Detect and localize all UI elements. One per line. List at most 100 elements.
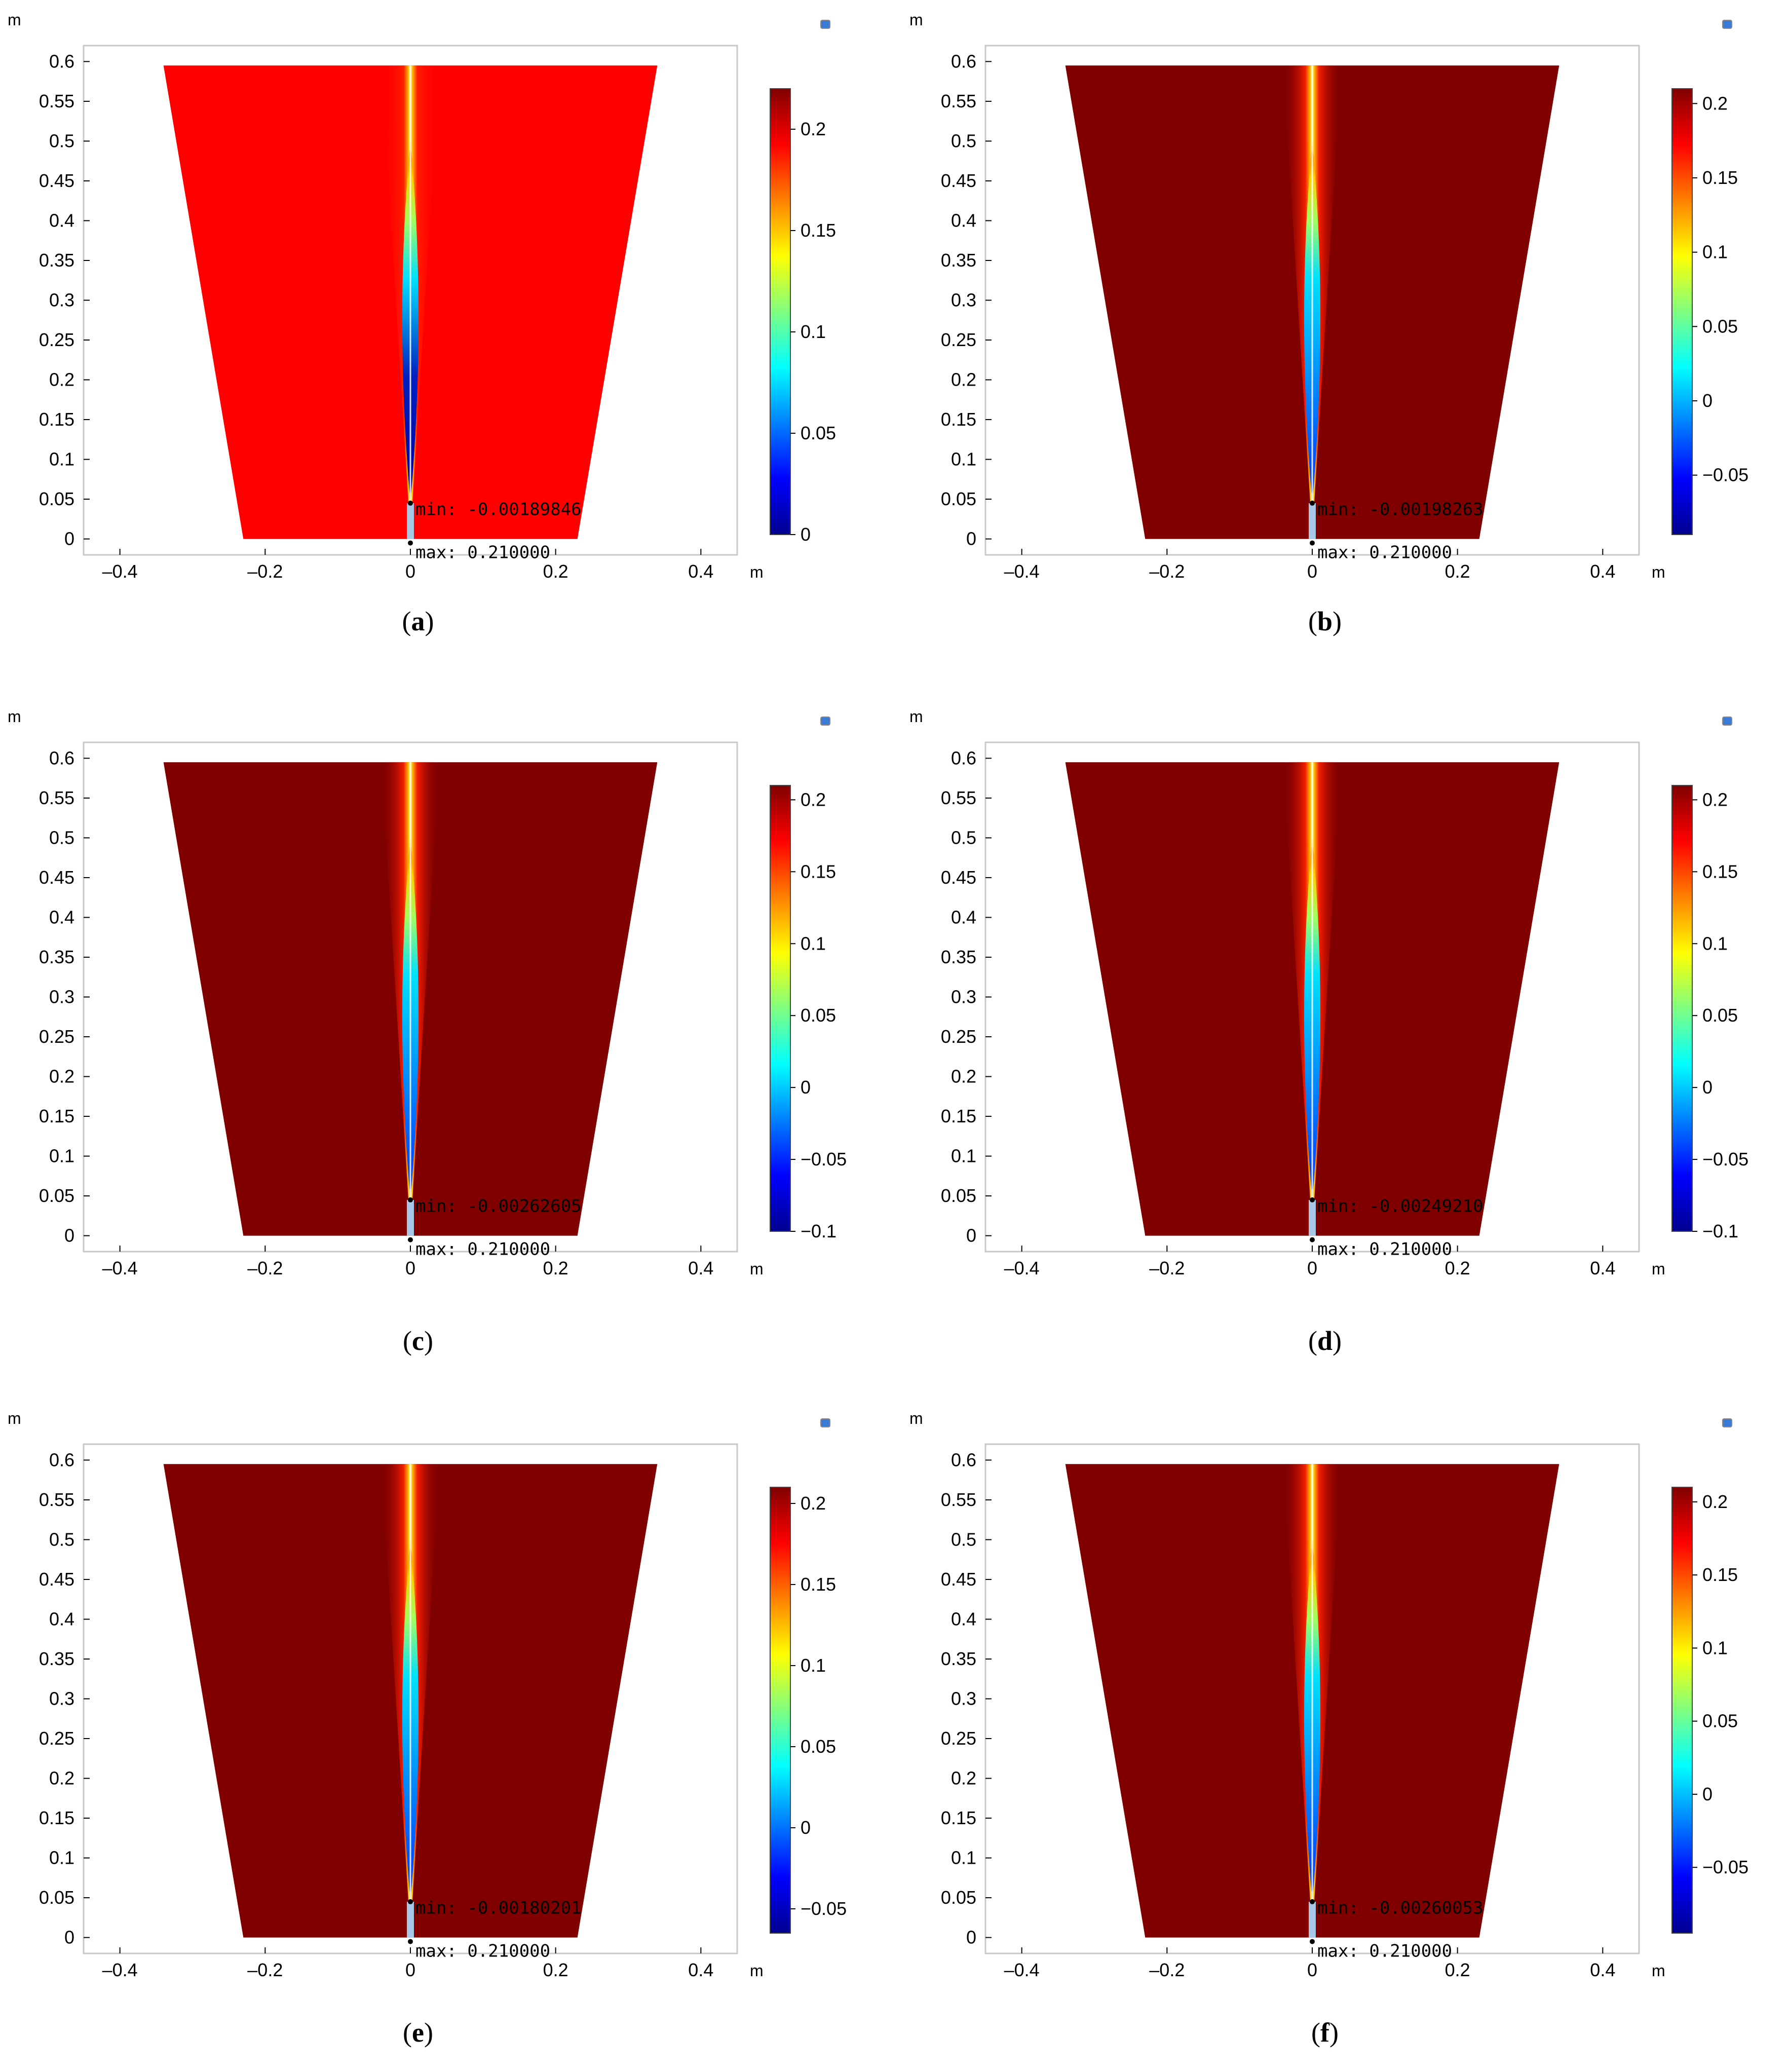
min-annotation: min: -0.00189846 xyxy=(415,499,582,519)
nozzle xyxy=(407,1199,414,1236)
caption-letter: c xyxy=(412,1326,424,1356)
y-tick-label: 0.25 xyxy=(39,1026,74,1047)
y-tick-label: 0.1 xyxy=(951,1848,976,1868)
colorbar xyxy=(1671,1487,1693,1934)
colorbar-tick-label: −0.1 xyxy=(801,1221,836,1241)
y-unit-label: m xyxy=(8,1409,21,1427)
colorbar-tick-label: −0.05 xyxy=(1702,1857,1748,1877)
window-icon[interactable] xyxy=(1722,20,1732,29)
y-tick-label: 0.6 xyxy=(951,747,976,768)
max-marker xyxy=(408,1237,413,1242)
colorbar-tick-label: −0.05 xyxy=(1702,1149,1748,1170)
colorbar-tick-label: 0 xyxy=(1702,390,1713,411)
y-tick-label: 0.5 xyxy=(951,130,976,151)
y-tick-label: 0 xyxy=(64,529,74,549)
y-tick-label: 0.1 xyxy=(951,1146,976,1166)
colorbar-tick-label: 0.1 xyxy=(1702,933,1728,954)
y-tick-label: 0.55 xyxy=(39,91,74,111)
x-tick-label: 0 xyxy=(405,1258,415,1278)
colorbar-tick-label: 0.05 xyxy=(801,1005,836,1026)
y-unit-label: m xyxy=(909,11,923,29)
y-tick-label: 0.35 xyxy=(941,947,976,967)
colorbar-tick-label: 0.15 xyxy=(801,220,836,241)
colorbar-tick-label: 0.1 xyxy=(801,933,826,954)
x-unit-label: m xyxy=(1652,563,1665,581)
y-tick-label: 0.05 xyxy=(941,488,976,509)
x-tick-label: –0.4 xyxy=(102,561,138,582)
y-tick-label: 0.55 xyxy=(941,787,976,808)
y-tick-label: 0.25 xyxy=(941,1026,976,1047)
colorbar-tick-label: −0.05 xyxy=(801,1898,847,1919)
y-tick-label: 0.4 xyxy=(49,1608,74,1629)
min-marker xyxy=(1310,500,1315,506)
window-icon[interactable] xyxy=(1722,717,1732,726)
panel-a: 0 0.05 0.1 0.15 0.2 0.25 0.3 0.35 0.4 0.45 0.5 0.55… xyxy=(8,11,836,582)
y-tick-label: 0.1 xyxy=(49,449,74,470)
max-annotation: max: 0.210000 xyxy=(415,543,550,563)
y-unit-label: m xyxy=(909,707,923,726)
y-tick-label: 0.3 xyxy=(49,1688,74,1709)
colorbar-tick-label: 0.2 xyxy=(801,119,826,139)
y-tick-label: 0.55 xyxy=(941,1489,976,1510)
colorbar-tick-label: 0 xyxy=(801,1077,811,1098)
panel-b: 0 0.05 0.1 0.15 0.2 0.25 0.3 0.35 0.4 0.45 0.5 0.55… xyxy=(909,11,1748,582)
x-tick-label: 0.4 xyxy=(688,561,713,582)
y-unit-label: m xyxy=(8,11,21,29)
caption-f: (f) xyxy=(1311,2017,1339,2048)
min-annotation: min: -0.00198263 xyxy=(1317,499,1483,519)
y-tick-label: 0.5 xyxy=(951,1529,976,1550)
x-unit-label: m xyxy=(1652,1260,1665,1278)
colorbar-tick-label: 0.05 xyxy=(801,423,836,443)
max-marker xyxy=(1310,1939,1315,1944)
window-icon[interactable] xyxy=(820,1418,830,1427)
max-annotation: max: 0.210000 xyxy=(415,1941,550,1962)
y-tick-label: 0 xyxy=(64,1927,74,1948)
panel-c: 0 0.05 0.1 0.15 0.2 0.25 0.3 0.35 0.4 0.45 0.5 0.55… xyxy=(8,707,847,1278)
y-tick-label: 0.25 xyxy=(39,1728,74,1749)
colorbar-tick-label: −0.1 xyxy=(1702,1221,1738,1241)
max-marker xyxy=(1310,540,1315,546)
y-tick-label: 0.35 xyxy=(39,250,74,271)
y-tick-label: 0.45 xyxy=(39,1569,74,1590)
y-tick-label: 0.6 xyxy=(49,51,74,71)
x-tick-label: 0.4 xyxy=(1590,561,1615,582)
colorbar-tick-label: 0.15 xyxy=(801,861,836,882)
x-unit-label: m xyxy=(750,563,764,581)
y-tick-label: 0.15 xyxy=(941,1106,976,1126)
max-marker xyxy=(1310,1237,1315,1242)
y-tick-label: 0.15 xyxy=(39,1807,74,1828)
x-tick-label: –0.4 xyxy=(1004,1258,1040,1278)
x-tick-label: 0.2 xyxy=(543,561,568,582)
caption-letter: b xyxy=(1317,606,1333,636)
window-icon[interactable] xyxy=(1722,1418,1732,1427)
x-tick-label: –0.2 xyxy=(247,561,283,582)
y-tick-label: 0.05 xyxy=(39,1185,74,1206)
x-tick-label: 0.4 xyxy=(688,1258,713,1278)
y-tick-label: 0.5 xyxy=(49,1529,74,1550)
colorbar-tick-label: 0 xyxy=(801,1817,811,1838)
y-tick-label: 0.55 xyxy=(941,91,976,111)
min-marker xyxy=(1310,1197,1315,1202)
colorbar-tick-label: 0.2 xyxy=(1702,93,1728,114)
colorbar-tick-label: 0.1 xyxy=(1702,1637,1728,1658)
caption-c: (c) xyxy=(403,1326,433,1356)
window-icon[interactable] xyxy=(820,20,830,29)
x-tick-label: 0.4 xyxy=(1590,1960,1615,1980)
y-tick-label: 0.2 xyxy=(951,369,976,390)
y-tick-label: 0.45 xyxy=(39,170,74,191)
colorbar xyxy=(770,785,791,1232)
y-tick-label: 0.2 xyxy=(49,369,74,390)
x-tick-label: –0.4 xyxy=(102,1258,138,1278)
colorbar-tick-label: 0.1 xyxy=(1702,242,1728,262)
window-icon[interactable] xyxy=(820,717,830,726)
y-tick-label: 0.05 xyxy=(941,1887,976,1908)
y-tick-label: 0 xyxy=(64,1225,74,1246)
y-tick-label: 0.5 xyxy=(951,827,976,848)
caption-d: (d) xyxy=(1308,1326,1342,1356)
min-marker xyxy=(1310,1899,1315,1904)
colorbar-tick-label: 0 xyxy=(801,524,811,545)
x-tick-label: 0.4 xyxy=(1590,1258,1615,1278)
y-tick-label: 0.25 xyxy=(941,1728,976,1749)
y-tick-label: 0.3 xyxy=(49,987,74,1007)
x-unit-label: m xyxy=(1652,1962,1665,1980)
